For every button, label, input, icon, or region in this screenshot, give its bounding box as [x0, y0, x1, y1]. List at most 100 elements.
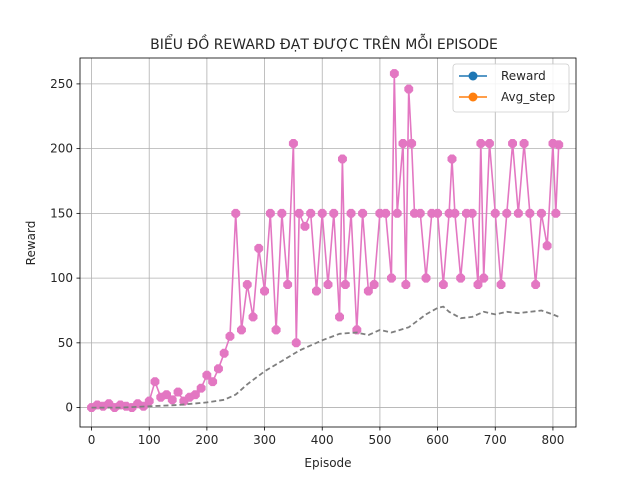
x-axis-label: Episode [304, 456, 351, 470]
data-point [392, 208, 402, 218]
data-point [260, 286, 270, 296]
data-point [386, 273, 396, 283]
data-point [323, 280, 333, 290]
data-point [401, 280, 411, 290]
data-point [542, 241, 552, 251]
data-point [329, 208, 339, 218]
data-point [144, 396, 154, 406]
data-point [551, 208, 561, 218]
data-point [358, 208, 368, 218]
data-point [404, 84, 414, 94]
x-tick-label: 700 [484, 433, 507, 447]
data-point [513, 208, 523, 218]
data-point [484, 139, 494, 148]
data-point [190, 390, 200, 400]
data-point [237, 325, 246, 335]
data-point [554, 140, 564, 150]
data-point [369, 280, 379, 290]
data-point [219, 348, 229, 358]
data-point [150, 377, 160, 387]
data-point [508, 139, 518, 148]
data-point [398, 139, 408, 148]
data-point [317, 208, 327, 218]
data-point [242, 280, 252, 290]
data-point [447, 154, 457, 164]
data-point [421, 273, 431, 283]
data-point [202, 370, 212, 380]
data-point [311, 286, 321, 296]
legend-label: Reward [501, 69, 546, 83]
x-tick-label: 100 [138, 433, 161, 447]
legend-marker [468, 71, 478, 81]
data-point [291, 338, 301, 348]
plot-background [80, 58, 576, 427]
data-point [519, 139, 529, 148]
plot-area: 0 100 200 300 400 500 600 700 800 0 50 100 150 200 250 [50, 57, 577, 447]
legend-label: Avg_step [501, 90, 555, 104]
data-point [231, 208, 241, 218]
x-tick-label: 600 [426, 433, 449, 447]
x-tick-label: 300 [253, 433, 276, 447]
axis-ticks: 0 100 200 300 400 500 600 700 800 0 50 100 150 200 250 [50, 77, 564, 447]
data-point [525, 208, 535, 218]
data-point [300, 221, 310, 231]
data-point [248, 312, 258, 322]
series-line-1 [91, 305, 560, 409]
data-point [265, 208, 275, 218]
grid [80, 58, 576, 427]
x-tick-label: 200 [195, 433, 218, 447]
plot-frame [79, 57, 577, 428]
data-point [531, 280, 541, 290]
data-point [407, 139, 417, 148]
data-point [337, 154, 347, 164]
chart-title: BIỂU ĐỒ REWARD ĐẠT ĐƯỢC TRÊN MỖI EPISODE [150, 34, 498, 53]
y-axis-label: Reward [24, 221, 38, 266]
data-point [536, 208, 546, 218]
series-layer [87, 69, 564, 413]
data-point [490, 208, 500, 218]
data-point [340, 280, 350, 290]
data-point [389, 69, 399, 78]
data-point [346, 208, 356, 218]
y-tick-label: 50 [58, 336, 73, 350]
data-point [167, 395, 177, 405]
data-point [208, 377, 218, 387]
data-point [476, 139, 486, 148]
x-tick-label: 400 [311, 433, 334, 447]
data-point [433, 208, 443, 218]
data-point [196, 383, 206, 393]
y-tick-label: 100 [50, 271, 73, 285]
data-point [271, 325, 281, 335]
data-point [214, 364, 223, 374]
x-tick-label: 800 [541, 433, 564, 447]
y-tick-label: 150 [50, 206, 73, 220]
data-point [294, 208, 304, 218]
data-point [502, 208, 512, 218]
legend-marker [468, 92, 478, 102]
data-point [363, 286, 373, 296]
data-point [479, 273, 489, 283]
x-tick-label: 500 [368, 433, 391, 447]
data-point [467, 208, 477, 218]
data-point [450, 208, 460, 218]
legend: Reward Avg_step [452, 63, 570, 113]
data-point [335, 312, 345, 322]
data-point [496, 280, 506, 290]
data-point [456, 273, 466, 283]
data-point [306, 208, 316, 218]
data-point [473, 280, 483, 290]
x-tick-label: 0 [88, 433, 96, 447]
data-point [162, 390, 171, 400]
data-point [173, 387, 183, 397]
data-point [277, 208, 287, 218]
data-point [415, 208, 425, 218]
y-tick-label: 0 [65, 401, 73, 415]
data-point [288, 139, 298, 148]
data-point [283, 280, 293, 290]
data-point [381, 208, 391, 218]
data-point [225, 331, 235, 341]
y-tick-label: 250 [50, 77, 73, 91]
y-tick-label: 200 [50, 142, 73, 156]
data-point [438, 280, 448, 290]
